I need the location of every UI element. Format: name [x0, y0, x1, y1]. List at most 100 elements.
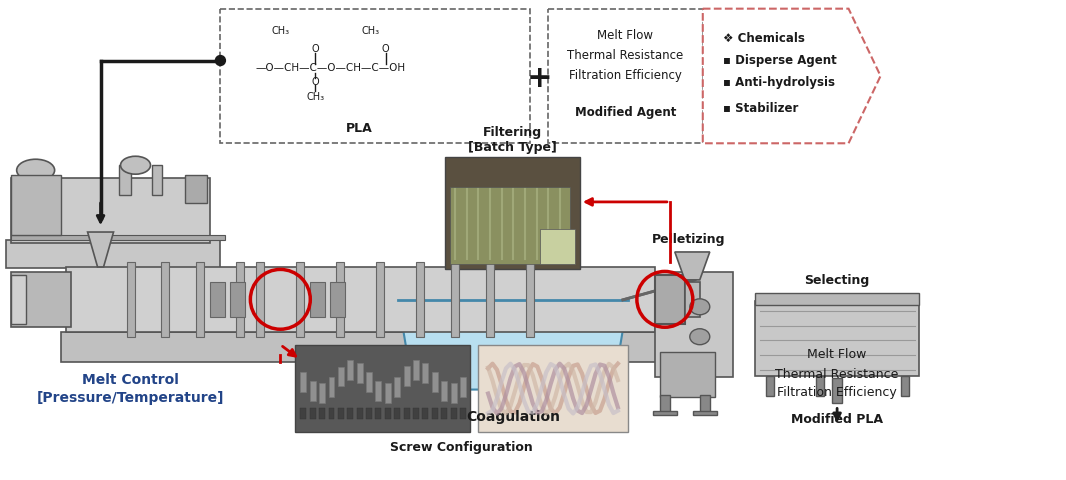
Bar: [196, 262, 205, 336]
Bar: [348, 360, 353, 380]
Bar: [446, 157, 580, 269]
Bar: [366, 408, 372, 420]
Bar: [596, 406, 620, 410]
Text: Pelletizing: Pelletizing: [652, 233, 726, 247]
Bar: [684, 282, 699, 317]
Bar: [422, 363, 429, 383]
Text: ❖ Chemicals: ❖ Chemicals: [723, 32, 805, 45]
Text: Melt Flow: Melt Flow: [597, 29, 653, 42]
Bar: [61, 332, 660, 361]
Bar: [432, 408, 438, 420]
Bar: [451, 408, 456, 420]
Bar: [237, 262, 244, 336]
Bar: [11, 272, 70, 327]
Bar: [338, 408, 344, 420]
Bar: [526, 262, 534, 336]
Bar: [815, 376, 824, 396]
Bar: [461, 408, 466, 420]
Bar: [328, 408, 335, 420]
Bar: [441, 408, 448, 420]
Ellipse shape: [120, 156, 150, 174]
Text: Melt Control: Melt Control: [82, 372, 179, 386]
Bar: [385, 384, 391, 403]
Bar: [451, 262, 459, 336]
Bar: [5, 240, 221, 268]
Bar: [406, 406, 431, 410]
Bar: [310, 282, 325, 317]
Polygon shape: [87, 232, 114, 267]
Text: Modified PLA: Modified PLA: [791, 413, 883, 426]
Text: ▪ Anti-hydrolysis: ▪ Anti-hydrolysis: [723, 76, 835, 89]
Bar: [230, 282, 245, 317]
Bar: [404, 408, 409, 420]
Bar: [11, 275, 26, 324]
Bar: [755, 293, 920, 305]
Polygon shape: [399, 300, 628, 390]
Bar: [478, 345, 628, 432]
Bar: [422, 408, 429, 420]
Bar: [414, 360, 419, 380]
Bar: [603, 390, 613, 408]
Bar: [161, 262, 169, 336]
Bar: [432, 372, 438, 392]
Bar: [755, 301, 920, 376]
Bar: [486, 262, 494, 336]
Bar: [540, 229, 575, 264]
Bar: [357, 362, 362, 383]
Bar: [548, 9, 702, 144]
Bar: [357, 408, 362, 420]
Bar: [152, 165, 162, 195]
Circle shape: [215, 56, 225, 65]
Bar: [652, 410, 677, 416]
Bar: [699, 395, 710, 412]
Bar: [765, 376, 774, 396]
Bar: [416, 262, 424, 336]
Text: Filtration Efficiency: Filtration Efficiency: [569, 69, 682, 82]
Bar: [414, 408, 419, 420]
Bar: [210, 282, 225, 317]
Polygon shape: [675, 252, 710, 280]
Polygon shape: [702, 9, 881, 144]
Bar: [375, 381, 382, 401]
Text: O: O: [311, 77, 319, 87]
Bar: [221, 9, 530, 144]
Text: Filtration Efficiency: Filtration Efficiency: [777, 386, 897, 399]
Bar: [375, 408, 382, 420]
Text: PLA: PLA: [346, 122, 373, 135]
Text: ▪ Stabilizer: ▪ Stabilizer: [723, 102, 798, 115]
Text: O: O: [382, 44, 389, 54]
Bar: [328, 377, 335, 397]
Text: Coagulation: Coagulation: [466, 410, 560, 424]
Text: CH₃: CH₃: [271, 25, 289, 36]
Bar: [310, 381, 316, 401]
Bar: [66, 267, 655, 332]
Bar: [127, 262, 134, 336]
Bar: [366, 372, 372, 392]
Bar: [394, 408, 401, 420]
Bar: [336, 262, 344, 336]
Bar: [338, 367, 344, 386]
Bar: [11, 178, 210, 243]
Bar: [11, 235, 225, 240]
Bar: [256, 262, 264, 336]
Bar: [693, 410, 716, 416]
Ellipse shape: [17, 159, 54, 181]
Text: [Batch Type]: [Batch Type]: [468, 141, 556, 154]
Bar: [414, 390, 423, 408]
Bar: [385, 408, 391, 420]
Bar: [348, 408, 353, 420]
Text: CH₃: CH₃: [306, 93, 324, 102]
Text: —O—CH—C—O—CH—C—OH: —O—CH—C—O—CH—C—OH: [255, 63, 405, 73]
Text: +: +: [528, 64, 553, 93]
Text: Selecting: Selecting: [805, 275, 870, 288]
Bar: [450, 187, 570, 264]
Bar: [185, 175, 208, 203]
Bar: [394, 377, 401, 396]
Bar: [319, 408, 325, 420]
Bar: [301, 372, 306, 392]
Bar: [655, 275, 684, 324]
Ellipse shape: [690, 299, 710, 315]
Text: [Pressure/Temperature]: [Pressure/Temperature]: [36, 391, 224, 405]
Text: Thermal Resistance: Thermal Resistance: [567, 49, 683, 62]
Text: Screw Configuration: Screw Configuration: [390, 441, 533, 454]
